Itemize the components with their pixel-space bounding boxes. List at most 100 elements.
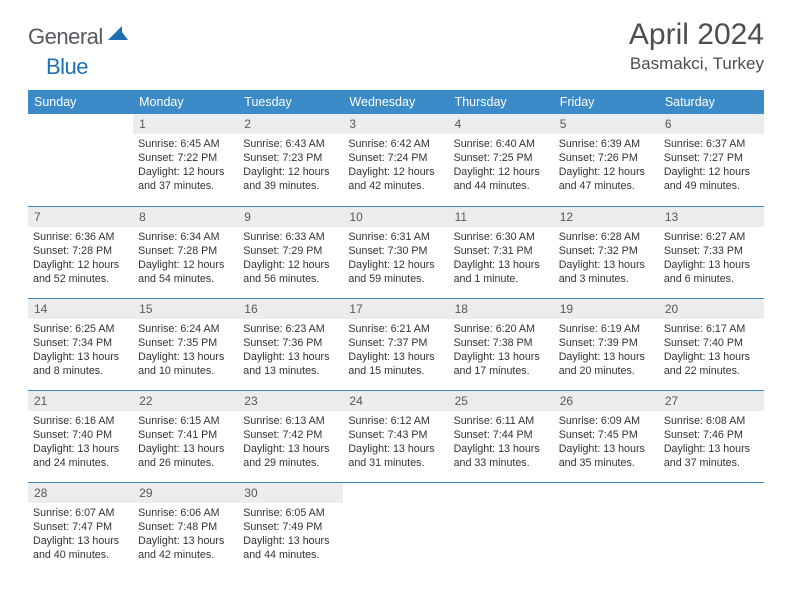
location-label: Basmakci, Turkey <box>629 54 764 74</box>
weekday-header: Wednesday <box>343 90 448 114</box>
day-details: Sunrise: 6:19 AMSunset: 7:39 PMDaylight:… <box>554 319 659 381</box>
day-number: 27 <box>659 391 764 411</box>
day-details: Sunrise: 6:20 AMSunset: 7:38 PMDaylight:… <box>449 319 554 381</box>
calendar-cell: 8Sunrise: 6:34 AMSunset: 7:28 PMDaylight… <box>133 206 238 298</box>
calendar-cell: 27Sunrise: 6:08 AMSunset: 7:46 PMDayligh… <box>659 390 764 482</box>
day-details: Sunrise: 6:27 AMSunset: 7:33 PMDaylight:… <box>659 227 764 289</box>
calendar-cell: 15Sunrise: 6:24 AMSunset: 7:35 PMDayligh… <box>133 298 238 390</box>
weekday-header: Friday <box>554 90 659 114</box>
day-details: Sunrise: 6:42 AMSunset: 7:24 PMDaylight:… <box>343 134 448 196</box>
day-number: 25 <box>449 391 554 411</box>
calendar-cell <box>28 114 133 206</box>
calendar-cell <box>449 482 554 574</box>
calendar-cell: 18Sunrise: 6:20 AMSunset: 7:38 PMDayligh… <box>449 298 554 390</box>
day-details: Sunrise: 6:45 AMSunset: 7:22 PMDaylight:… <box>133 134 238 196</box>
logo-text-1: General <box>28 24 103 50</box>
day-details: Sunrise: 6:34 AMSunset: 7:28 PMDaylight:… <box>133 227 238 289</box>
logo: General <box>28 18 130 50</box>
calendar-cell: 23Sunrise: 6:13 AMSunset: 7:42 PMDayligh… <box>238 390 343 482</box>
day-details: Sunrise: 6:08 AMSunset: 7:46 PMDaylight:… <box>659 411 764 473</box>
day-number: 24 <box>343 391 448 411</box>
day-number: 9 <box>238 207 343 227</box>
calendar-cell: 5Sunrise: 6:39 AMSunset: 7:26 PMDaylight… <box>554 114 659 206</box>
weekday-header: Monday <box>133 90 238 114</box>
day-details: Sunrise: 6:39 AMSunset: 7:26 PMDaylight:… <box>554 134 659 196</box>
day-details: Sunrise: 6:37 AMSunset: 7:27 PMDaylight:… <box>659 134 764 196</box>
weekday-header: Tuesday <box>238 90 343 114</box>
day-number: 19 <box>554 299 659 319</box>
calendar-cell: 16Sunrise: 6:23 AMSunset: 7:36 PMDayligh… <box>238 298 343 390</box>
day-number: 11 <box>449 207 554 227</box>
title-block: April 2024 Basmakci, Turkey <box>629 18 764 74</box>
day-details: Sunrise: 6:28 AMSunset: 7:32 PMDaylight:… <box>554 227 659 289</box>
weekday-header: Sunday <box>28 90 133 114</box>
calendar-cell <box>554 482 659 574</box>
day-number: 3 <box>343 114 448 134</box>
calendar-cell: 10Sunrise: 6:31 AMSunset: 7:30 PMDayligh… <box>343 206 448 298</box>
day-details: Sunrise: 6:17 AMSunset: 7:40 PMDaylight:… <box>659 319 764 381</box>
calendar-cell: 28Sunrise: 6:07 AMSunset: 7:47 PMDayligh… <box>28 482 133 574</box>
day-details: Sunrise: 6:25 AMSunset: 7:34 PMDaylight:… <box>28 319 133 381</box>
calendar-table: SundayMondayTuesdayWednesdayThursdayFrid… <box>28 90 764 574</box>
calendar-cell: 6Sunrise: 6:37 AMSunset: 7:27 PMDaylight… <box>659 114 764 206</box>
day-number: 17 <box>343 299 448 319</box>
day-details: Sunrise: 6:06 AMSunset: 7:48 PMDaylight:… <box>133 503 238 565</box>
day-number: 14 <box>28 299 133 319</box>
day-number: 21 <box>28 391 133 411</box>
calendar-cell: 20Sunrise: 6:17 AMSunset: 7:40 PMDayligh… <box>659 298 764 390</box>
weekday-header: Thursday <box>449 90 554 114</box>
weekday-header: Saturday <box>659 90 764 114</box>
day-details: Sunrise: 6:15 AMSunset: 7:41 PMDaylight:… <box>133 411 238 473</box>
day-number: 2 <box>238 114 343 134</box>
calendar-cell: 9Sunrise: 6:33 AMSunset: 7:29 PMDaylight… <box>238 206 343 298</box>
day-details: Sunrise: 6:21 AMSunset: 7:37 PMDaylight:… <box>343 319 448 381</box>
day-details: Sunrise: 6:31 AMSunset: 7:30 PMDaylight:… <box>343 227 448 289</box>
page-title: April 2024 <box>629 18 764 52</box>
day-details: Sunrise: 6:33 AMSunset: 7:29 PMDaylight:… <box>238 227 343 289</box>
calendar-cell: 2Sunrise: 6:43 AMSunset: 7:23 PMDaylight… <box>238 114 343 206</box>
day-number: 15 <box>133 299 238 319</box>
calendar-cell: 25Sunrise: 6:11 AMSunset: 7:44 PMDayligh… <box>449 390 554 482</box>
calendar-cell: 12Sunrise: 6:28 AMSunset: 7:32 PMDayligh… <box>554 206 659 298</box>
calendar-cell: 13Sunrise: 6:27 AMSunset: 7:33 PMDayligh… <box>659 206 764 298</box>
day-number: 12 <box>554 207 659 227</box>
calendar-cell: 17Sunrise: 6:21 AMSunset: 7:37 PMDayligh… <box>343 298 448 390</box>
day-number: 28 <box>28 483 133 503</box>
calendar-cell: 7Sunrise: 6:36 AMSunset: 7:28 PMDaylight… <box>28 206 133 298</box>
calendar-cell <box>343 482 448 574</box>
calendar-cell: 3Sunrise: 6:42 AMSunset: 7:24 PMDaylight… <box>343 114 448 206</box>
calendar-cell: 14Sunrise: 6:25 AMSunset: 7:34 PMDayligh… <box>28 298 133 390</box>
day-details: Sunrise: 6:24 AMSunset: 7:35 PMDaylight:… <box>133 319 238 381</box>
calendar-cell: 4Sunrise: 6:40 AMSunset: 7:25 PMDaylight… <box>449 114 554 206</box>
day-number: 10 <box>343 207 448 227</box>
day-number: 23 <box>238 391 343 411</box>
day-details: Sunrise: 6:36 AMSunset: 7:28 PMDaylight:… <box>28 227 133 289</box>
day-number: 8 <box>133 207 238 227</box>
day-details: Sunrise: 6:16 AMSunset: 7:40 PMDaylight:… <box>28 411 133 473</box>
day-number: 20 <box>659 299 764 319</box>
calendar-cell: 21Sunrise: 6:16 AMSunset: 7:40 PMDayligh… <box>28 390 133 482</box>
day-number: 1 <box>133 114 238 134</box>
day-details: Sunrise: 6:30 AMSunset: 7:31 PMDaylight:… <box>449 227 554 289</box>
calendar-cell: 11Sunrise: 6:30 AMSunset: 7:31 PMDayligh… <box>449 206 554 298</box>
day-number: 26 <box>554 391 659 411</box>
calendar-cell: 30Sunrise: 6:05 AMSunset: 7:49 PMDayligh… <box>238 482 343 574</box>
day-details: Sunrise: 6:40 AMSunset: 7:25 PMDaylight:… <box>449 134 554 196</box>
calendar-cell: 24Sunrise: 6:12 AMSunset: 7:43 PMDayligh… <box>343 390 448 482</box>
day-number: 5 <box>554 114 659 134</box>
day-number: 7 <box>28 207 133 227</box>
day-number: 13 <box>659 207 764 227</box>
day-number: 16 <box>238 299 343 319</box>
logo-mark-icon <box>108 26 128 49</box>
day-number: 29 <box>133 483 238 503</box>
calendar-cell: 19Sunrise: 6:19 AMSunset: 7:39 PMDayligh… <box>554 298 659 390</box>
day-details: Sunrise: 6:23 AMSunset: 7:36 PMDaylight:… <box>238 319 343 381</box>
calendar-cell <box>659 482 764 574</box>
day-details: Sunrise: 6:12 AMSunset: 7:43 PMDaylight:… <box>343 411 448 473</box>
day-number: 30 <box>238 483 343 503</box>
day-details: Sunrise: 6:07 AMSunset: 7:47 PMDaylight:… <box>28 503 133 565</box>
day-number: 22 <box>133 391 238 411</box>
logo-text-2: Blue <box>28 54 88 79</box>
day-details: Sunrise: 6:05 AMSunset: 7:49 PMDaylight:… <box>238 503 343 565</box>
day-details: Sunrise: 6:43 AMSunset: 7:23 PMDaylight:… <box>238 134 343 196</box>
